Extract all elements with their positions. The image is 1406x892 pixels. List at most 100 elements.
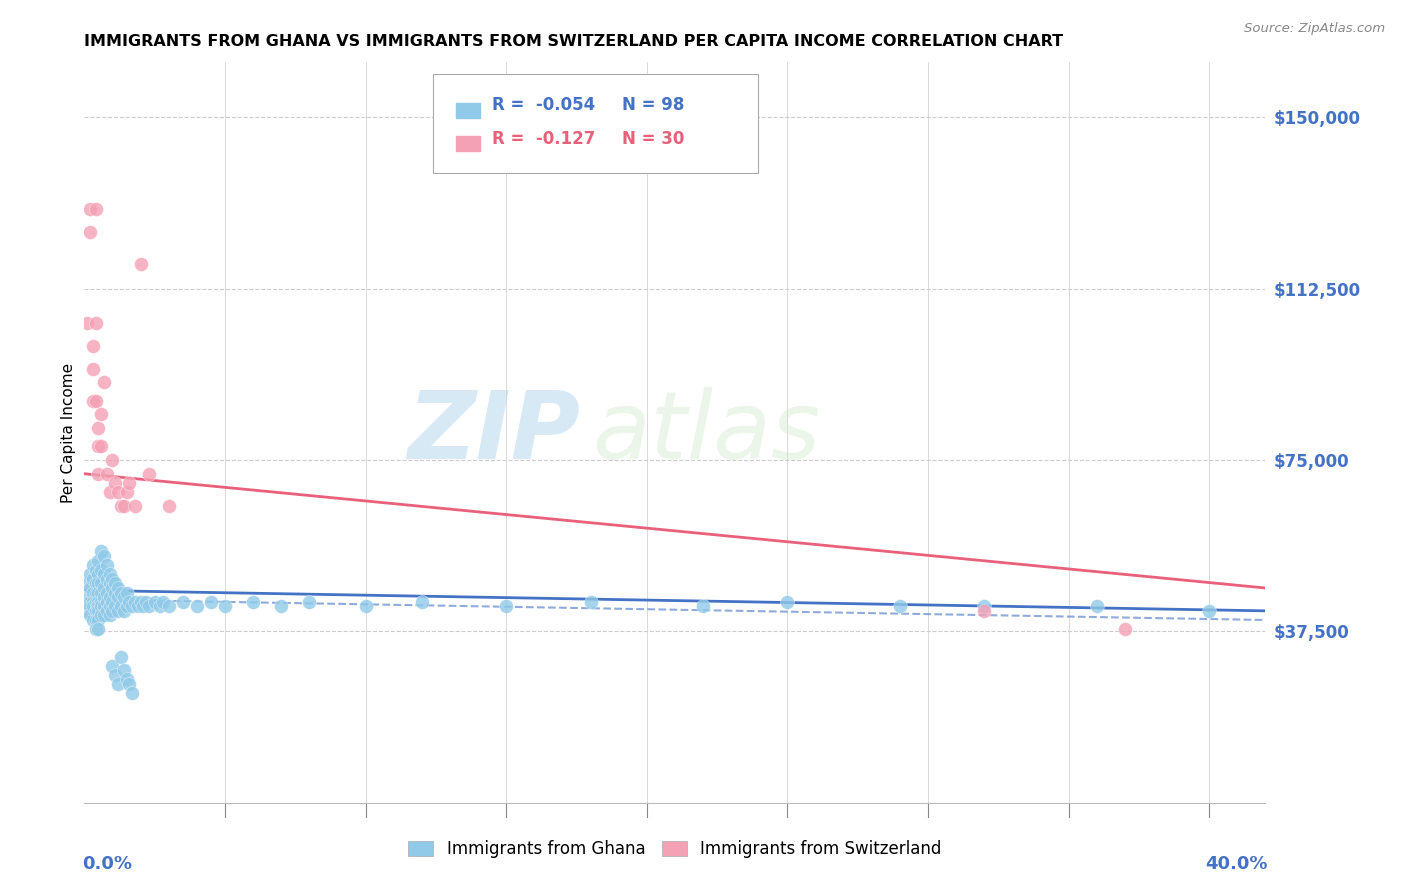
Point <box>87 599 110 614</box>
Point <box>112 499 135 513</box>
Point <box>87 595 110 609</box>
Point <box>79 225 101 239</box>
Point <box>104 576 127 591</box>
Point <box>118 677 141 691</box>
Point <box>98 567 121 582</box>
Point <box>200 595 222 609</box>
Point <box>1085 599 1108 614</box>
Point <box>93 567 115 582</box>
Point <box>90 408 112 422</box>
Point <box>82 361 104 376</box>
Point <box>127 599 149 614</box>
Point <box>96 558 118 573</box>
Point <box>84 613 107 627</box>
Point <box>96 595 118 609</box>
Point <box>87 622 110 636</box>
Point <box>157 599 180 614</box>
Text: 40.0%: 40.0% <box>1205 855 1268 872</box>
Point <box>79 567 101 582</box>
Point <box>90 563 112 577</box>
Point <box>129 256 152 270</box>
Point <box>98 599 121 614</box>
Point <box>82 572 104 586</box>
Bar <box>457 136 479 152</box>
Point <box>1198 604 1220 618</box>
Point <box>889 599 911 614</box>
Point <box>101 595 124 609</box>
Point <box>132 599 155 614</box>
Text: R =  -0.054: R = -0.054 <box>492 95 595 113</box>
Point <box>242 595 264 609</box>
Point <box>96 467 118 481</box>
Y-axis label: Per Capita Income: Per Capita Income <box>60 362 76 503</box>
Point <box>93 590 115 604</box>
Point <box>76 590 98 604</box>
Point <box>112 590 135 604</box>
Point <box>90 595 112 609</box>
Point <box>101 604 124 618</box>
Point <box>110 649 132 664</box>
Point <box>579 595 602 609</box>
Point <box>87 585 110 599</box>
Point <box>973 599 995 614</box>
Point <box>495 599 517 614</box>
Text: IMMIGRANTS FROM GHANA VS IMMIGRANTS FROM SWITZERLAND PER CAPITA INCOME CORRELATI: IMMIGRANTS FROM GHANA VS IMMIGRANTS FROM… <box>84 34 1063 49</box>
Point <box>82 393 104 408</box>
Point <box>87 439 110 453</box>
Point <box>84 604 107 618</box>
Point <box>87 604 110 618</box>
Point <box>129 595 152 609</box>
Point <box>82 558 104 573</box>
Point <box>79 599 101 614</box>
Point <box>186 599 208 614</box>
Point <box>138 467 160 481</box>
Point <box>82 585 104 599</box>
Point <box>98 608 121 623</box>
Point <box>354 599 377 614</box>
Point <box>87 613 110 627</box>
Point <box>138 599 160 614</box>
Point <box>82 595 104 609</box>
Point <box>107 677 129 691</box>
Point <box>124 595 146 609</box>
Point <box>118 475 141 490</box>
Point <box>90 439 112 453</box>
Point <box>90 599 112 614</box>
Point <box>776 595 799 609</box>
Point <box>1114 622 1136 636</box>
Point <box>110 585 132 599</box>
Text: atlas: atlas <box>592 387 821 478</box>
Point <box>115 485 138 500</box>
Point <box>112 663 135 677</box>
Point <box>79 581 101 595</box>
Point <box>79 595 101 609</box>
Point <box>84 585 107 599</box>
Point <box>87 467 110 481</box>
Point <box>84 595 107 609</box>
Point <box>98 590 121 604</box>
Point <box>124 499 146 513</box>
Point <box>107 590 129 604</box>
Point <box>101 453 124 467</box>
Point <box>104 599 127 614</box>
Point <box>112 604 135 618</box>
Point <box>115 673 138 687</box>
Point <box>87 576 110 591</box>
Point <box>96 604 118 618</box>
Point <box>101 658 124 673</box>
Text: N = 98: N = 98 <box>621 95 685 113</box>
Point <box>115 585 138 599</box>
Point <box>93 599 115 614</box>
Point <box>172 595 194 609</box>
Point <box>84 202 107 216</box>
Point <box>98 485 121 500</box>
Point <box>93 581 115 595</box>
Point <box>115 599 138 614</box>
Point <box>96 585 118 599</box>
Point <box>110 599 132 614</box>
Point <box>143 595 166 609</box>
Point <box>104 668 127 682</box>
Point <box>96 572 118 586</box>
Point <box>98 576 121 591</box>
Point <box>76 604 98 618</box>
